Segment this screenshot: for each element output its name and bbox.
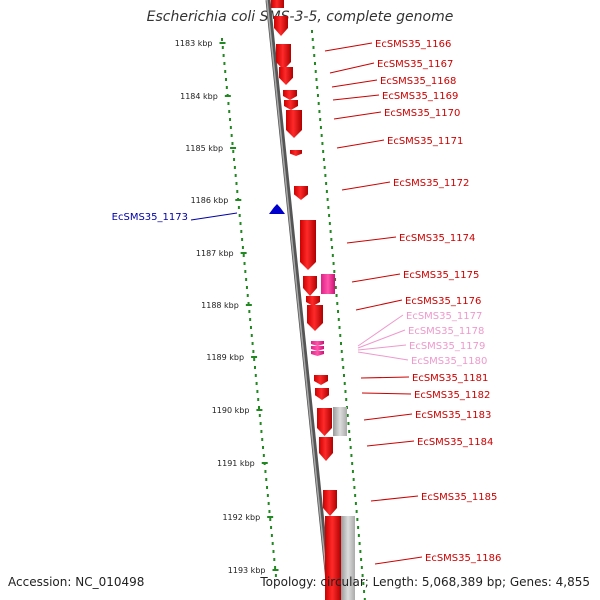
gene-shape[interactable] [303,276,317,296]
gene-shape[interactable] [283,90,297,100]
gene-track-guide [311,30,366,600]
coordinate-axis [221,38,277,577]
gene-shape[interactable] [276,44,291,70]
gene-shape[interactable] [300,220,316,270]
gene-label[interactable]: EcSMS35_1167 [377,59,453,70]
gene-label[interactable]: EcSMS35_1170 [384,108,460,119]
gene-shape[interactable] [319,437,333,461]
gene-label[interactable]: EcSMS35_1179 [409,341,485,352]
gene-shape[interactable] [314,375,328,385]
gene-shape[interactable] [311,346,324,351]
gene-label[interactable]: EcSMS35_1181 [412,373,488,384]
gene-leader-line [357,351,409,361]
gene-label[interactable]: EcSMS35_1183 [415,410,491,421]
gene-leader-line [346,236,397,244]
gene-label[interactable]: EcSMS35_1180 [411,356,487,367]
gene-label[interactable]: EcSMS35_1186 [425,553,501,564]
gene-label[interactable]: EcSMS35_1177 [406,311,482,322]
gene-leader-line [333,111,382,120]
tick-label: 1188 kbp [201,301,239,310]
tick-label: 1191 kbp [217,459,255,468]
gene-leader-line [361,392,412,395]
gene-label[interactable]: EcSMS35_1172 [393,178,469,189]
gene-shape[interactable] [274,16,288,36]
gene-label[interactable]: EcSMS35_1176 [405,296,481,307]
gene-shape[interactable] [341,516,355,600]
gene-label[interactable]: EcSMS35_1182 [414,390,490,401]
gene-label[interactable]: EcSMS35_1169 [382,91,458,102]
gene-shape[interactable] [286,110,302,138]
tick-label: 1187 kbp [196,249,234,258]
gene-leader-line [332,94,380,101]
gene-leader-line [329,62,375,74]
gene-leader-line [366,440,415,447]
gene-leader-line [374,556,423,565]
accession-text: Accession: NC_010498 [8,575,145,589]
gene-shape[interactable] [311,341,324,346]
tick-label: 1193 kbp [228,566,266,575]
gene-leader-line [360,376,410,379]
gene-shape[interactable] [315,388,329,400]
tick-label: 1192 kbp [222,513,260,522]
genome-summary: Topology: circular; Length: 5,068,389 bp… [260,575,590,589]
gene-leader-line [331,79,378,88]
gene-label[interactable]: EcSMS35_1171 [387,136,463,147]
tick-label: 1190 kbp [212,406,250,415]
gene-shape[interactable] [284,100,298,110]
gene-leader-line [336,139,385,149]
gene-shape[interactable] [321,274,335,294]
gene-leader-line [341,181,391,191]
gene-label[interactable]: EcSMS35_1184 [417,437,493,448]
gene-label[interactable]: EcSMS35_1185 [421,492,497,503]
genome-backbone [265,0,333,600]
gene-label[interactable]: EcSMS35_1173 [112,212,188,223]
gene-label[interactable]: EcSMS35_1168 [380,76,456,87]
gene-label[interactable]: EcSMS35_1175 [403,270,479,281]
gene-label[interactable]: EcSMS35_1178 [408,326,484,337]
gene-shape[interactable] [317,408,332,436]
gene-leader-line [357,344,407,351]
gene-leader-line [324,42,373,52]
gene-leader-line [370,495,419,502]
gene-leader-line [363,413,413,421]
tick-label: 1189 kbp [206,353,244,362]
gene-shape[interactable] [306,296,320,306]
tick-label: 1183 kbp [175,39,213,48]
gene-leader-line [357,329,406,349]
gene-shape[interactable] [333,407,347,436]
gene-leader-line [357,314,404,347]
gene-leader-line [190,212,238,221]
gene-shape[interactable] [325,516,341,600]
genome-title: Escherichia coli SMS-3-5, complete genom… [146,9,454,25]
gene-shape[interactable] [290,150,302,156]
tick-label: 1185 kbp [185,144,223,153]
gene-shape[interactable] [307,305,323,331]
gene-leader-line [351,273,401,283]
gene-shape[interactable] [269,204,285,214]
genome-backbone-highlight [266,0,330,600]
gene-leader-line [355,299,403,311]
gene-label[interactable]: EcSMS35_1174 [399,233,475,244]
gene-shape[interactable] [279,67,293,85]
gene-label[interactable]: EcSMS35_1166 [375,39,451,50]
gene-shape[interactable] [294,186,308,200]
gene-shape[interactable] [323,490,337,516]
gene-shape[interactable] [311,351,324,356]
tick-label: 1186 kbp [191,196,229,205]
gene-shape[interactable] [271,0,284,8]
tick-label: 1184 kbp [180,92,218,101]
